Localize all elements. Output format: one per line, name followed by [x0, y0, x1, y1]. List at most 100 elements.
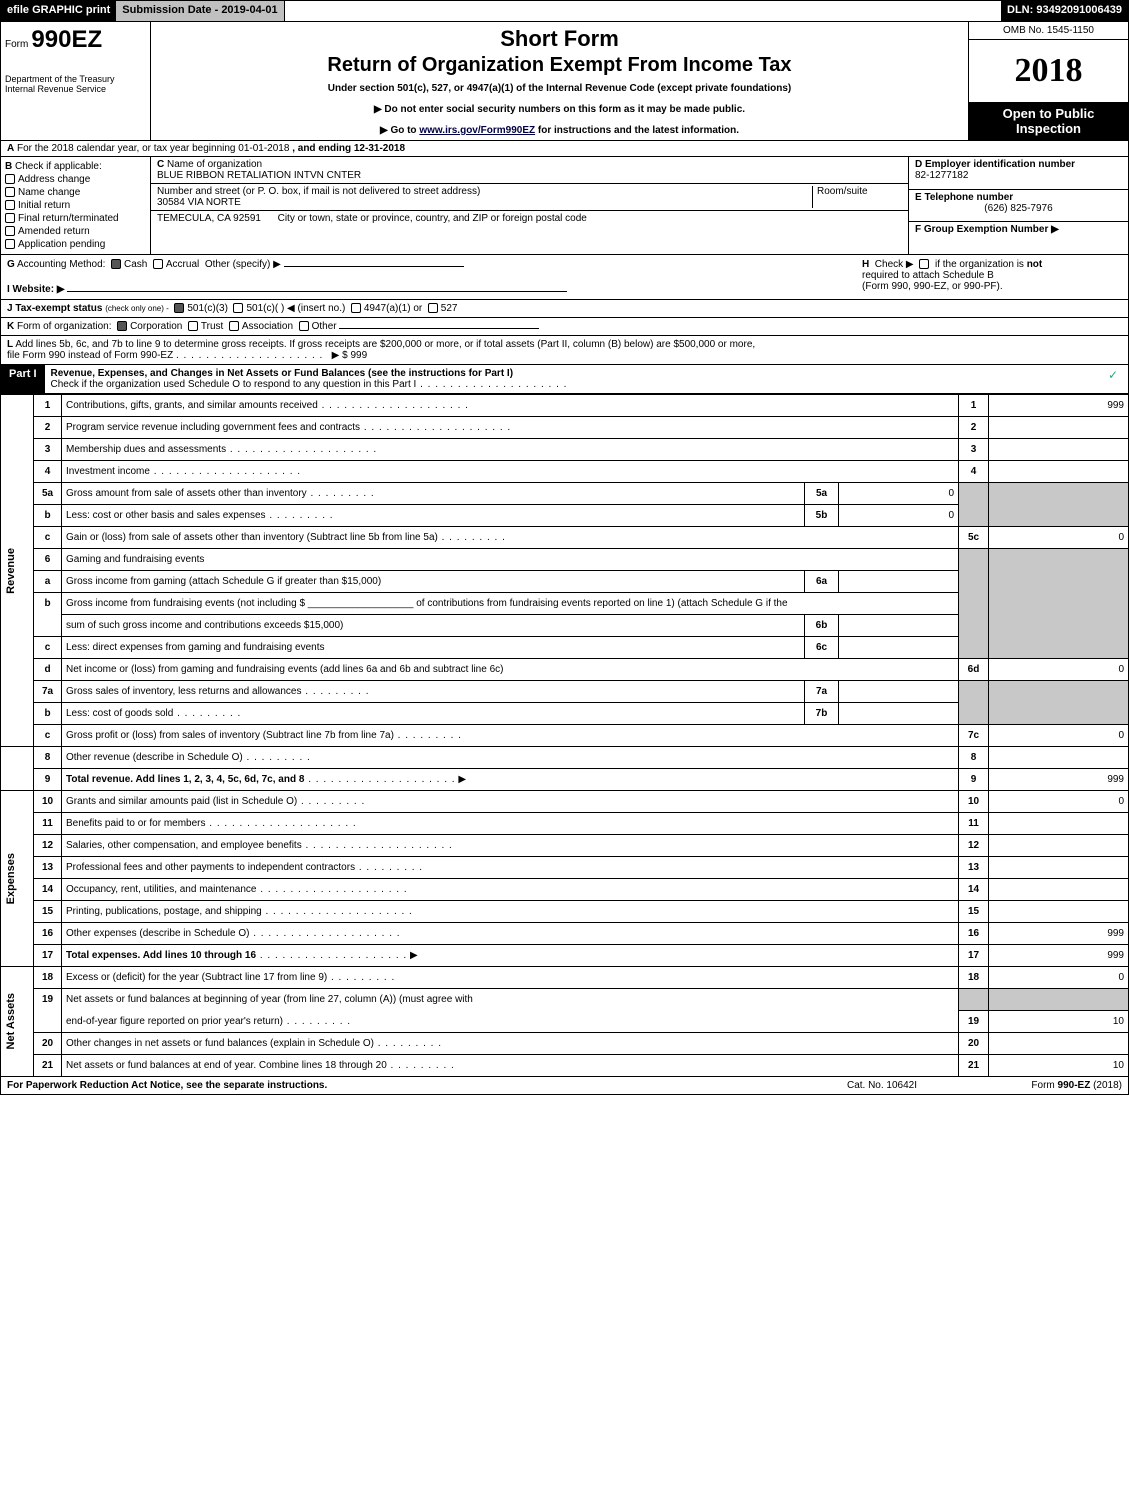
org-city-row: TEMECULA, CA 92591 City or town, state o… [151, 211, 908, 226]
checkbox-assoc[interactable] [229, 321, 239, 331]
dots-5a [307, 488, 375, 499]
checkbox-501c[interactable] [233, 303, 243, 313]
amended-return: Amended return [18, 226, 90, 237]
mval-6c [839, 637, 959, 659]
num-7c: c [34, 725, 62, 747]
rnum-20: 20 [959, 1033, 989, 1055]
checkbox-cash[interactable] [111, 259, 121, 269]
dots-13 [355, 862, 423, 873]
org-name-row: C Name of organization BLUE RIBBON RETAL… [151, 157, 908, 184]
checkbox-h[interactable] [919, 259, 929, 269]
row-h: H Check ▶ if the organization is not req… [862, 259, 1122, 295]
desc-14-text: Occupancy, rent, utilities, and maintena… [66, 884, 256, 895]
num-2: 2 [34, 417, 62, 439]
dots-16 [249, 928, 400, 939]
irs-label: Internal Revenue Service [5, 84, 146, 94]
footer-mid: Cat. No. 10642I [802, 1080, 962, 1091]
h-text3: required to attach Schedule B [862, 270, 994, 281]
checkbox-name[interactable] [5, 187, 15, 197]
checkbox-501c3[interactable] [174, 303, 184, 313]
line-13: 13 Professional fees and other payments … [1, 857, 1129, 879]
accounting-method: Accounting Method: [17, 259, 105, 270]
name-change: Name change [18, 187, 80, 198]
num-3: 3 [34, 439, 62, 461]
desc-5c: Gain or (loss) from sale of assets other… [62, 527, 959, 549]
label-c: C [157, 159, 164, 170]
arrow-line-2: ▶ Go to www.irs.gov/Form990EZ for instru… [159, 125, 960, 136]
val-7c: 0 [989, 725, 1129, 747]
row-j: J Tax-exempt status (check only one) - 5… [0, 300, 1129, 318]
form-number: 990EZ [31, 26, 102, 53]
desc-5a: Gross amount from sale of assets other t… [62, 483, 805, 505]
checkbox-initial[interactable] [5, 200, 15, 210]
dots-12 [302, 840, 453, 851]
line-1: Revenue 1 Contributions, gifts, grants, … [1, 395, 1129, 417]
desc-5c-text: Gain or (loss) from sale of assets other… [66, 532, 438, 543]
dots-8 [243, 752, 311, 763]
k-text: Form of organization: [17, 321, 112, 332]
desc-1: Contributions, gifts, grants, and simila… [62, 395, 959, 417]
checkbox-4947[interactable] [351, 303, 361, 313]
tax-year: 2018 [969, 40, 1128, 102]
irs-link[interactable]: www.irs.gov/Form990EZ [419, 125, 535, 136]
desc-11-text: Benefits paid to or for members [66, 818, 206, 829]
rnum-21: 21 [959, 1055, 989, 1077]
b-mid: C Name of organization BLUE RIBBON RETAL… [151, 157, 908, 254]
checkbox-other-org[interactable] [299, 321, 309, 331]
rnum-2: 2 [959, 417, 989, 439]
checkbox-accrual[interactable] [153, 259, 163, 269]
header-center: Short Form Return of Organization Exempt… [151, 22, 968, 140]
desc-7b-text: Less: cost of goods sold [66, 708, 173, 719]
addr-change: Address change [18, 174, 90, 185]
desc-20-text: Other changes in net assets or fund bala… [66, 1038, 374, 1049]
checkbox-addr[interactable] [5, 174, 15, 184]
num-1: 1 [34, 395, 62, 417]
dots-3 [226, 444, 377, 455]
final-return: Final return/terminated [18, 213, 119, 224]
num-7b: b [34, 703, 62, 725]
desc-12-text: Salaries, other compensation, and employ… [66, 840, 302, 851]
l-text2: file Form 990 instead of Form 990-EZ [7, 350, 173, 361]
mval-5b: 0 [839, 505, 959, 527]
rnum-19: 19 [959, 1011, 989, 1033]
app-pending: Application pending [18, 239, 105, 250]
footer: For Paperwork Reduction Act Notice, see … [0, 1077, 1129, 1095]
line-21: 21 Net assets or fund balances at end of… [1, 1055, 1129, 1077]
rnum-10: 10 [959, 791, 989, 813]
desc-5a-text: Gross amount from sale of assets other t… [66, 488, 307, 499]
val-15 [989, 901, 1129, 923]
arrow2-post: for instructions and the latest informat… [538, 125, 739, 136]
desc-4: Investment income [62, 461, 959, 483]
num-18: 18 [34, 967, 62, 989]
efile-label: efile GRAPHIC print [1, 1, 116, 21]
h-text4: (Form 990, 990-EZ, or 990-PF). [862, 281, 1003, 292]
checkbox-trust[interactable] [188, 321, 198, 331]
side-rev-cont [1, 747, 34, 769]
e-row: E Telephone number (626) 825-7976 [909, 190, 1128, 223]
val-9: 999 [989, 769, 1129, 791]
rnum-17: 17 [959, 945, 989, 967]
num-5a: 5a [34, 483, 62, 505]
org-name: BLUE RIBBON RETALIATION INTVN CNTER [157, 170, 361, 181]
line-20: 20 Other changes in net assets or fund b… [1, 1033, 1129, 1055]
checkbox-final[interactable] [5, 213, 15, 223]
checkbox-pending[interactable] [5, 239, 15, 249]
num-14: 14 [34, 879, 62, 901]
mnum-5a: 5a [805, 483, 839, 505]
line-19b: end-of-year figure reported on prior yea… [1, 1011, 1129, 1033]
checkbox-amended[interactable] [5, 226, 15, 236]
room-label: Room/suite [817, 186, 868, 197]
checkbox-527[interactable] [428, 303, 438, 313]
c-addr-label: Number and street (or P. O. box, if mail… [157, 186, 480, 197]
k-assoc: Association [242, 321, 293, 332]
num-4: 4 [34, 461, 62, 483]
val-21: 10 [989, 1055, 1129, 1077]
part1-check: ✓ [1098, 365, 1128, 393]
mnum-6b: 6b [805, 615, 839, 637]
dots-19b [283, 1016, 351, 1027]
rnum-12: 12 [959, 835, 989, 857]
lines-table: Revenue 1 Contributions, gifts, grants, … [0, 394, 1129, 1077]
rnum-6d: 6d [959, 659, 989, 681]
section-b: B Check if applicable: Address change Na… [0, 157, 1129, 255]
checkbox-corp[interactable] [117, 321, 127, 331]
